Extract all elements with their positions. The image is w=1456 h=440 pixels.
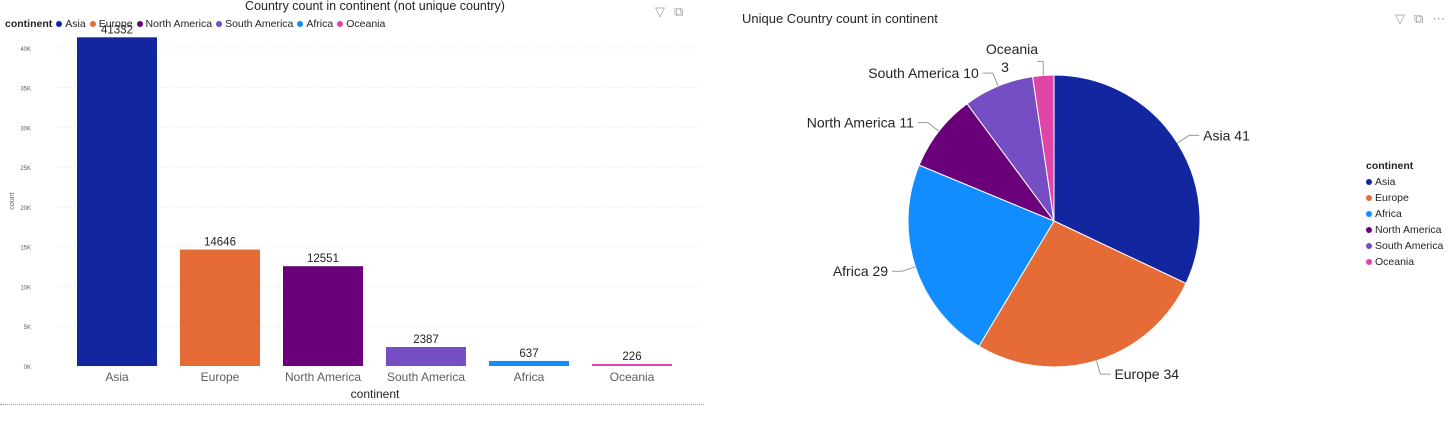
bar-visual-header-icons: ▽ ⧉ xyxy=(655,4,683,20)
legend-item-asia[interactable]: Asia xyxy=(56,18,86,30)
legend-marker xyxy=(1366,227,1372,233)
bar-chart-visual[interactable]: Country count in continent (not unique c… xyxy=(0,0,706,408)
legend-marker xyxy=(216,21,223,27)
legend-title: continent xyxy=(1366,160,1414,172)
x-axis-title: continent xyxy=(351,387,400,401)
leader-line xyxy=(917,122,940,132)
bar-oceania[interactable] xyxy=(592,364,672,366)
filter-icon[interactable]: ▽ xyxy=(655,4,665,19)
legend-label: South America xyxy=(1375,240,1444,252)
x-tick-label: South America xyxy=(387,370,465,384)
legend-label: Africa xyxy=(1375,208,1402,220)
legend-title: continent xyxy=(5,18,53,30)
leader-line xyxy=(1037,60,1044,76)
legend-item-europe[interactable]: Europe xyxy=(89,18,133,30)
pie-chart-legend: continent Asia Europe Africa North America S… xyxy=(1366,160,1443,270)
y-tick-label: 35K xyxy=(20,87,31,93)
data-label: North America 11 xyxy=(807,115,914,131)
pie-chart-visual[interactable]: Unique Country count in continent ▽ ⧉ ⋯ … xyxy=(730,0,1456,440)
bar-chart-title: Country count in continent (not unique c… xyxy=(245,0,505,13)
y-axis-title: count xyxy=(9,192,16,209)
legend-item-oceania[interactable]: Oceania xyxy=(337,18,385,30)
data-label: Africa 29 xyxy=(833,263,888,279)
bar-europe[interactable] xyxy=(180,249,260,366)
data-label: Asia 41 xyxy=(1203,127,1250,143)
legend-item-africa[interactable]: Africa xyxy=(1366,208,1402,220)
legend-marker xyxy=(89,21,96,27)
y-tick-label: 40K xyxy=(20,47,31,53)
focus-mode-icon[interactable]: ⧉ xyxy=(1414,11,1424,26)
legend-item-asia[interactable]: Asia xyxy=(1366,176,1395,188)
pie-visual-header-icons: ▽ ⧉ ⋯ xyxy=(1395,11,1445,27)
legend-marker xyxy=(56,21,63,27)
legend-item-oceania[interactable]: Oceania xyxy=(1366,256,1414,268)
legend-item-north-america[interactable]: North America xyxy=(1366,224,1442,236)
data-label: 12551 xyxy=(307,253,339,265)
bar-africa[interactable] xyxy=(489,360,569,366)
leader-line xyxy=(1095,360,1111,375)
data-label: Oceania xyxy=(986,41,1038,57)
bar-chart-legend: continent Asia Europe North America South A… xyxy=(5,18,389,30)
leader-line xyxy=(1177,134,1200,144)
legend-marker xyxy=(1366,195,1372,201)
legend-label: Europe xyxy=(1375,192,1409,204)
legend-marker xyxy=(1366,211,1372,217)
legend-label: Europe xyxy=(98,18,133,30)
data-label: South America 10 xyxy=(868,65,979,81)
data-label: 637 xyxy=(519,348,538,360)
data-label: 2387 xyxy=(413,334,439,346)
more-options-icon[interactable]: ⋯ xyxy=(1432,11,1446,26)
legend-marker xyxy=(1366,259,1372,265)
leader-line xyxy=(892,266,916,272)
legend-label: North America xyxy=(145,18,213,30)
y-tick-label: 30K xyxy=(20,126,31,132)
legend-label: Asia xyxy=(65,18,86,30)
legend-label: Oceania xyxy=(346,18,386,30)
data-label: 3 xyxy=(1001,59,1009,75)
bar-north-america[interactable] xyxy=(283,266,363,366)
legend-label: Asia xyxy=(1375,176,1396,188)
legend-label: Oceania xyxy=(1375,256,1415,268)
leader-line xyxy=(982,72,999,87)
legend-label: Africa xyxy=(306,18,334,30)
y-tick-label: 15K xyxy=(20,246,31,252)
bar-asia[interactable] xyxy=(77,37,157,366)
pie-slice-europe[interactable] xyxy=(978,220,1187,368)
legend-marker xyxy=(136,21,143,27)
legend-item-north-america[interactable]: North America xyxy=(136,18,213,30)
y-tick-label: 0K xyxy=(24,365,31,371)
x-tick-label: Africa xyxy=(514,370,545,384)
focus-mode-icon[interactable]: ⧉ xyxy=(674,4,684,19)
pie-slice-africa[interactable] xyxy=(907,164,1055,347)
data-label: 226 xyxy=(622,351,641,363)
filter-icon[interactable]: ▽ xyxy=(1395,11,1405,26)
legend-item-south-america[interactable]: South America xyxy=(216,18,293,30)
bar-south-america[interactable] xyxy=(386,347,466,366)
data-label: 41332 xyxy=(101,24,133,36)
x-tick-label: Asia xyxy=(105,370,129,384)
legend-marker xyxy=(1366,243,1372,249)
legend-label: South America xyxy=(225,18,294,30)
y-tick-label: 10K xyxy=(20,285,31,291)
data-label: 14646 xyxy=(204,237,236,249)
pie-chart-title: Unique Country count in continent xyxy=(742,11,938,26)
legend-label: North America xyxy=(1375,224,1442,236)
legend-item-south-america[interactable]: South America xyxy=(1366,240,1443,252)
bar-chart-plot: 0K 5K 10K 15K 20K 25K 30K 35K 40K count 41332 Asia 1… xyxy=(9,24,700,401)
legend-marker xyxy=(297,21,304,27)
pie-slice-asia[interactable] xyxy=(1053,74,1201,285)
pie-chart-plot: Asia 41 Europe 34 Africa 29 North America 1… xyxy=(807,41,1250,382)
legend-item-africa[interactable]: Africa xyxy=(297,18,333,30)
legend-item-europe[interactable]: Europe xyxy=(1366,192,1409,204)
x-tick-label: Europe xyxy=(201,370,240,384)
legend-marker xyxy=(337,21,344,27)
data-label: Europe 34 xyxy=(1114,366,1179,382)
y-tick-label: 5K xyxy=(24,325,31,331)
y-tick-label: 25K xyxy=(20,166,31,172)
y-tick-label: 20K xyxy=(20,206,31,212)
visual-border xyxy=(0,404,704,405)
x-tick-label: North America xyxy=(285,370,361,384)
legend-marker xyxy=(1366,179,1372,185)
x-tick-label: Oceania xyxy=(610,370,655,384)
